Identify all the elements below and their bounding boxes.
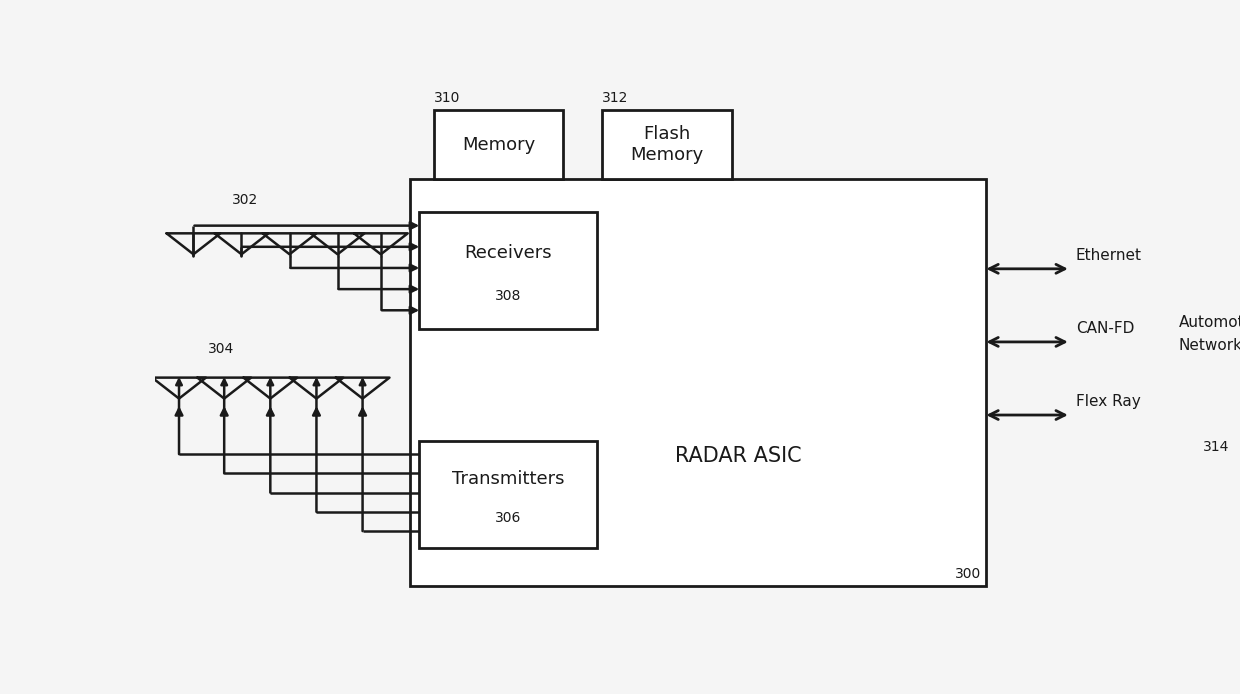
Bar xyxy=(419,441,598,548)
Text: 300: 300 xyxy=(955,567,982,582)
Text: Flash
Memory: Flash Memory xyxy=(630,126,703,164)
Bar xyxy=(409,180,986,586)
Text: Receivers: Receivers xyxy=(464,244,552,262)
Text: Flex Ray: Flex Ray xyxy=(1075,394,1141,409)
Text: 308: 308 xyxy=(495,289,521,303)
Text: 306: 306 xyxy=(495,511,521,525)
Text: 302: 302 xyxy=(232,193,258,207)
Text: RADAR ASIC: RADAR ASIC xyxy=(675,446,801,466)
Text: Memory: Memory xyxy=(463,136,536,154)
Text: 304: 304 xyxy=(208,342,234,356)
Text: 314: 314 xyxy=(1203,440,1229,454)
Text: Transmitters: Transmitters xyxy=(451,470,564,488)
Text: Ethernet: Ethernet xyxy=(1075,248,1142,263)
Bar xyxy=(434,110,563,180)
Text: 312: 312 xyxy=(601,91,629,105)
Bar xyxy=(419,212,598,329)
Text: Automotive
Network: Automotive Network xyxy=(1178,315,1240,353)
Bar xyxy=(601,110,732,180)
Text: CAN-FD: CAN-FD xyxy=(1075,321,1135,336)
Text: 310: 310 xyxy=(434,91,460,105)
